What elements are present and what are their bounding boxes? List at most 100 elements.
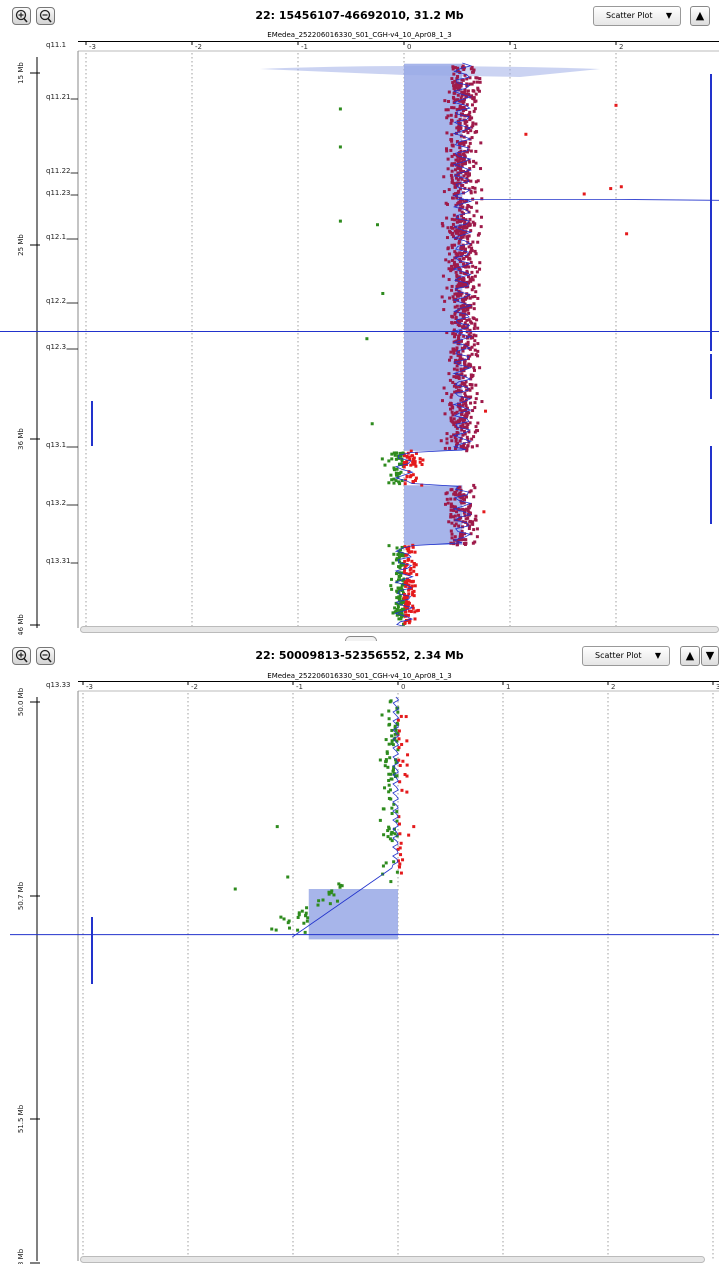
band-label: q12.3 (46, 343, 66, 351)
data-point (473, 107, 477, 111)
panel-divider-handle[interactable] (345, 636, 377, 641)
data-point (387, 790, 391, 794)
data-point (386, 765, 390, 769)
data-point (459, 277, 463, 281)
data-point (404, 599, 408, 603)
view-type-select[interactable]: Scatter Plot ▼ (582, 646, 670, 666)
zoom-out-button[interactable] (36, 7, 55, 25)
data-point (462, 314, 466, 318)
data-point (452, 508, 456, 512)
data-point (475, 444, 479, 448)
data-point (420, 463, 424, 467)
data-point (394, 728, 398, 732)
horizontal-scrollbar[interactable] (80, 1256, 705, 1263)
data-point (398, 482, 402, 486)
data-point (473, 348, 477, 352)
data-point (453, 299, 457, 303)
data-point (456, 298, 460, 302)
data-point (398, 595, 402, 599)
scroll-down-button[interactable]: ▼ (701, 646, 719, 666)
data-point (400, 571, 404, 575)
data-point (449, 113, 453, 117)
data-point (468, 347, 472, 351)
outlier-point (286, 875, 290, 879)
data-point (403, 603, 407, 607)
data-point (451, 81, 455, 85)
data-point (453, 514, 457, 518)
data-point (451, 222, 455, 226)
data-point (457, 233, 461, 237)
data-point (460, 251, 464, 255)
data-point (461, 297, 465, 301)
view-type-select[interactable]: Scatter Plot ▼ (593, 6, 681, 26)
scroll-up-button[interactable]: ▲ (690, 6, 710, 26)
data-point (470, 116, 474, 120)
data-point (398, 832, 402, 836)
data-point (469, 401, 473, 405)
sample-name: EMedea_252206016330_S01_CGH-v4_10_Apr08_… (267, 31, 452, 39)
data-point (461, 376, 465, 380)
data-point (474, 353, 478, 357)
data-point (452, 506, 456, 510)
band-label: q13.2 (46, 499, 66, 507)
data-point (448, 401, 452, 405)
spike-line (457, 199, 719, 201)
data-point (400, 545, 404, 549)
data-point (461, 309, 465, 313)
data-point (392, 552, 396, 556)
data-point (405, 596, 409, 600)
zoom-in-icon (15, 649, 28, 663)
data-point (461, 446, 465, 450)
horizontal-scrollbar[interactable] (80, 626, 719, 633)
data-point (413, 460, 417, 464)
data-point (472, 483, 476, 487)
data-point (452, 417, 456, 421)
data-point (460, 232, 464, 236)
data-point (467, 265, 471, 269)
data-point (442, 308, 446, 312)
zoom-in-button[interactable] (12, 7, 31, 25)
zoom-out-button[interactable] (36, 647, 55, 665)
data-point (392, 466, 396, 470)
data-point (440, 221, 444, 225)
outlier-point (370, 422, 374, 426)
data-point (390, 577, 394, 581)
data-point (398, 610, 402, 614)
data-point (389, 473, 393, 477)
zoom-in-button[interactable] (12, 647, 31, 665)
data-point (420, 483, 424, 487)
data-point (444, 108, 448, 112)
data-point (474, 425, 478, 429)
data-point (460, 538, 464, 542)
position-label: 15 Mb (17, 62, 25, 84)
data-point (458, 485, 462, 489)
data-point (466, 422, 470, 426)
x-tick-label: -2 (195, 43, 202, 51)
data-point (402, 454, 406, 458)
data-point (381, 864, 385, 868)
data-point (476, 429, 480, 433)
data-point (456, 350, 460, 354)
data-point (413, 462, 417, 466)
data-point (460, 177, 464, 181)
data-point (472, 164, 476, 168)
data-point (464, 394, 468, 398)
data-point (412, 565, 416, 569)
data-point (472, 327, 476, 331)
data-point (458, 121, 462, 125)
data-point (447, 260, 451, 264)
data-point (389, 832, 393, 836)
data-point (401, 578, 405, 582)
data-point (450, 393, 454, 397)
data-point (288, 926, 292, 930)
data-point (458, 320, 462, 324)
data-point (405, 454, 409, 458)
data-point (397, 555, 401, 559)
data-point (476, 296, 480, 300)
data-point (387, 783, 391, 787)
data-point (403, 772, 407, 776)
data-point (456, 178, 460, 182)
scroll-up-button[interactable]: ▲ (680, 646, 700, 666)
data-point (449, 488, 453, 492)
